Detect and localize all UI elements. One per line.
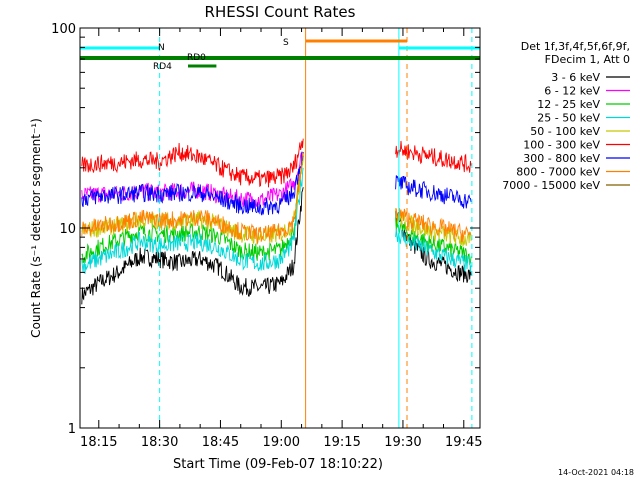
- y-tick-label-0: 1: [68, 422, 76, 437]
- y-tick-label-2: 100: [51, 22, 76, 37]
- legend-label-5: 100 - 300 keV: [523, 139, 600, 152]
- legend-label-3: 25 - 50 keV: [537, 112, 600, 125]
- legend-label-0: 3 - 6 keV: [551, 71, 600, 84]
- series-line-5-segment-1: [395, 140, 472, 173]
- legend-header-line-1: Det 1f,3f,4f,5f,6f,9f,: [521, 40, 630, 53]
- x-tick-label-4: 19:15: [323, 435, 360, 450]
- legend-label-1: 6 - 12 keV: [544, 85, 600, 98]
- footer-date: 14-Oct-2021 04:18: [558, 468, 634, 477]
- x-tick-label-3: 19:00: [263, 435, 300, 450]
- axis-ticks: 1 10 100 18:15 18:30 18:45 19:00 19:15 19:30 19:4…: [51, 22, 482, 450]
- x-tick-label-6: 19:45: [445, 435, 482, 450]
- x-tick-label-5: 19:30: [384, 435, 421, 450]
- series-line-5-segment-0: [81, 138, 304, 188]
- legend-header-line-2: FDecim 1, Att 0: [545, 53, 630, 66]
- chart-title: RHESSI Count Rates: [205, 3, 356, 21]
- x-tick-label-2: 18:45: [202, 435, 239, 450]
- state-label-RD0: RD0: [187, 53, 206, 63]
- plot-area: N S RD0 RD4: [79, 28, 480, 428]
- x-axis-label: Start Time (09-Feb-07 18:10:22): [173, 457, 383, 472]
- legend-label-6: 300 - 800 keV: [523, 152, 600, 165]
- x-tick-label-0: 18:15: [80, 435, 117, 450]
- series-line-3-segment-0: [81, 167, 304, 275]
- series-line-6-segment-1: [395, 175, 472, 209]
- y-tick-label-1: 10: [59, 222, 76, 237]
- state-label-N: N: [158, 43, 165, 53]
- series-line-0-segment-0: [81, 187, 304, 305]
- legend-label-7: 800 - 7000 keV: [516, 166, 600, 179]
- x-tick-label-1: 18:30: [141, 435, 178, 450]
- legend: Det 1f,3f,4f,5f,6f,9f, FDecim 1, Att 0 3…: [502, 40, 630, 192]
- series-line-3-segment-1: [395, 228, 472, 273]
- state-label-S: S: [283, 38, 289, 48]
- legend-label-4: 50 - 100 keV: [530, 125, 600, 138]
- legend-label-8: 7000 - 15000 keV: [502, 179, 600, 192]
- series-line-7-segment-1: [395, 208, 472, 243]
- legend-label-2: 12 - 25 keV: [537, 98, 600, 111]
- y-axis-label: Count Rate (s⁻¹ detector segment⁻¹): [29, 118, 43, 338]
- state-label-RD4: RD4: [153, 62, 172, 72]
- series-line-7-segment-0: [81, 152, 304, 245]
- series-line-6-segment-0: [81, 151, 304, 216]
